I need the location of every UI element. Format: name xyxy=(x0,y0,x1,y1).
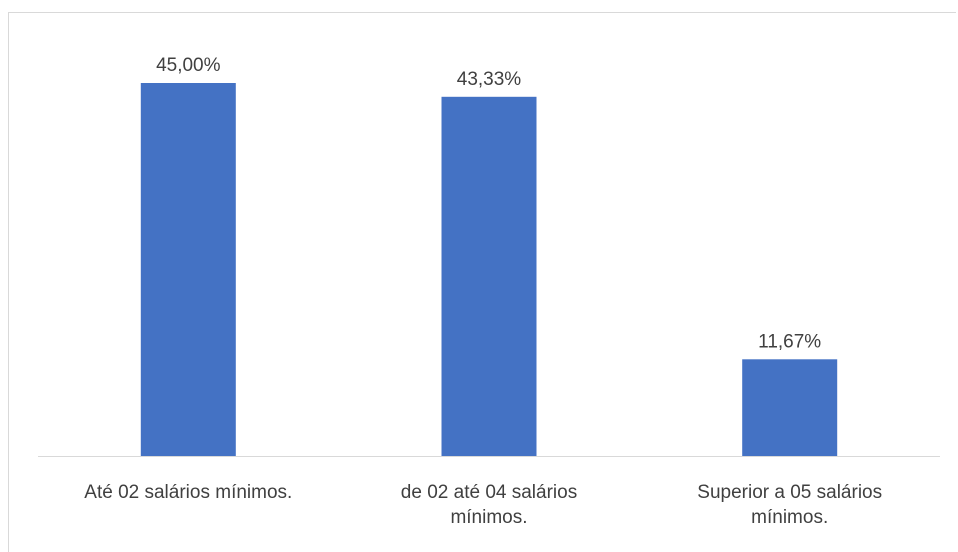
bar-2 xyxy=(441,96,537,457)
category-label-line: mínimos. xyxy=(450,507,527,528)
category-label-line: Até 02 salários mínimos. xyxy=(84,482,292,503)
bar-3 xyxy=(742,359,838,456)
category-label-line: mínimos. xyxy=(751,507,828,528)
category-label-1: Até 02 salários mínimos. xyxy=(84,482,292,503)
bars-layer xyxy=(140,83,838,457)
category-label-2: de 02 até 04 salários mínimos. xyxy=(401,482,577,528)
data-label-3: 11,67% xyxy=(758,331,821,352)
data-label-1: 45,00% xyxy=(156,55,221,76)
data-label-2: 43,33% xyxy=(457,69,522,90)
bar-1 xyxy=(140,83,236,456)
data-labels-layer: 45,00% 43,33% 11,67% xyxy=(156,55,821,352)
category-labels-layer: Até 02 salários mínimos. de 02 até 04 sal… xyxy=(84,482,882,528)
category-label-3: Superior a 05 salários mínimos. xyxy=(697,482,882,528)
category-label-line: Superior a 05 salários xyxy=(697,482,882,503)
category-label-line: de 02 até 04 salários xyxy=(401,482,577,503)
chart-frame xyxy=(8,12,956,552)
